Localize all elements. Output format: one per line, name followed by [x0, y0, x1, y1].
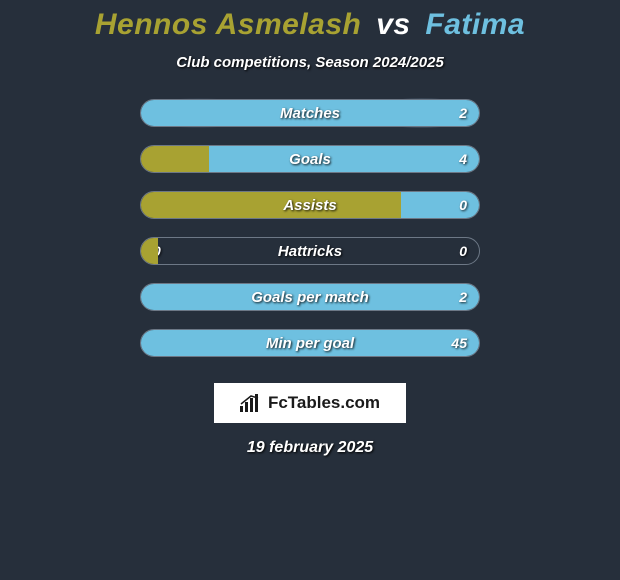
bar-segment-right	[141, 284, 479, 310]
logo-box: FcTables.com	[214, 383, 406, 423]
stat-bar: 10Assists	[140, 191, 480, 219]
stat-value-right: 45	[439, 330, 479, 356]
stat-value-right: 0	[447, 238, 479, 264]
title: Hennos Asmelash vs Fatima	[95, 8, 525, 42]
comparison-container: Hennos Asmelash vs Fatima Club competiti…	[0, 0, 620, 580]
stat-row: 2Goals per match	[140, 283, 480, 311]
stat-bar: 45Min per goal	[140, 329, 480, 357]
bar-segment-left	[141, 192, 401, 218]
player1-name: Hennos Asmelash	[95, 8, 361, 41]
bar-segment-left	[141, 238, 158, 264]
bar-segment-right	[141, 100, 479, 126]
stat-row: 00Hattricks	[140, 237, 480, 265]
date-text: 19 february 2025	[247, 439, 373, 457]
chart-icon	[240, 394, 262, 412]
bar-segment-right	[141, 330, 479, 356]
stat-bar: 2Goals per match	[140, 283, 480, 311]
stat-bar: 00Hattricks	[140, 237, 480, 265]
stat-row: 14Goals	[140, 145, 480, 173]
subtitle: Club competitions, Season 2024/2025	[176, 54, 444, 71]
stat-value-right: 0	[447, 192, 479, 218]
stat-bar: 2Matches	[140, 99, 480, 127]
stat-label: Hattricks	[141, 238, 479, 264]
bar-segment-right	[209, 146, 479, 172]
player2-name: Fatima	[425, 8, 525, 41]
stat-row: 2Matches	[140, 99, 480, 127]
stat-bar: 14Goals	[140, 145, 480, 173]
logo-text: FcTables.com	[268, 393, 380, 413]
stat-row: 10Assists	[140, 191, 480, 219]
stat-value-right: 2	[447, 284, 479, 310]
bar-segment-left	[141, 146, 209, 172]
vs-text: vs	[370, 8, 416, 41]
stat-value-right: 2	[447, 100, 479, 126]
stat-row: 45Min per goal	[140, 329, 480, 357]
stat-value-right: 4	[447, 146, 479, 172]
